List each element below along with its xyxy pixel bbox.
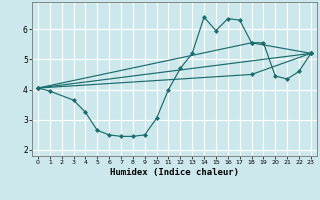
X-axis label: Humidex (Indice chaleur): Humidex (Indice chaleur): [110, 168, 239, 177]
